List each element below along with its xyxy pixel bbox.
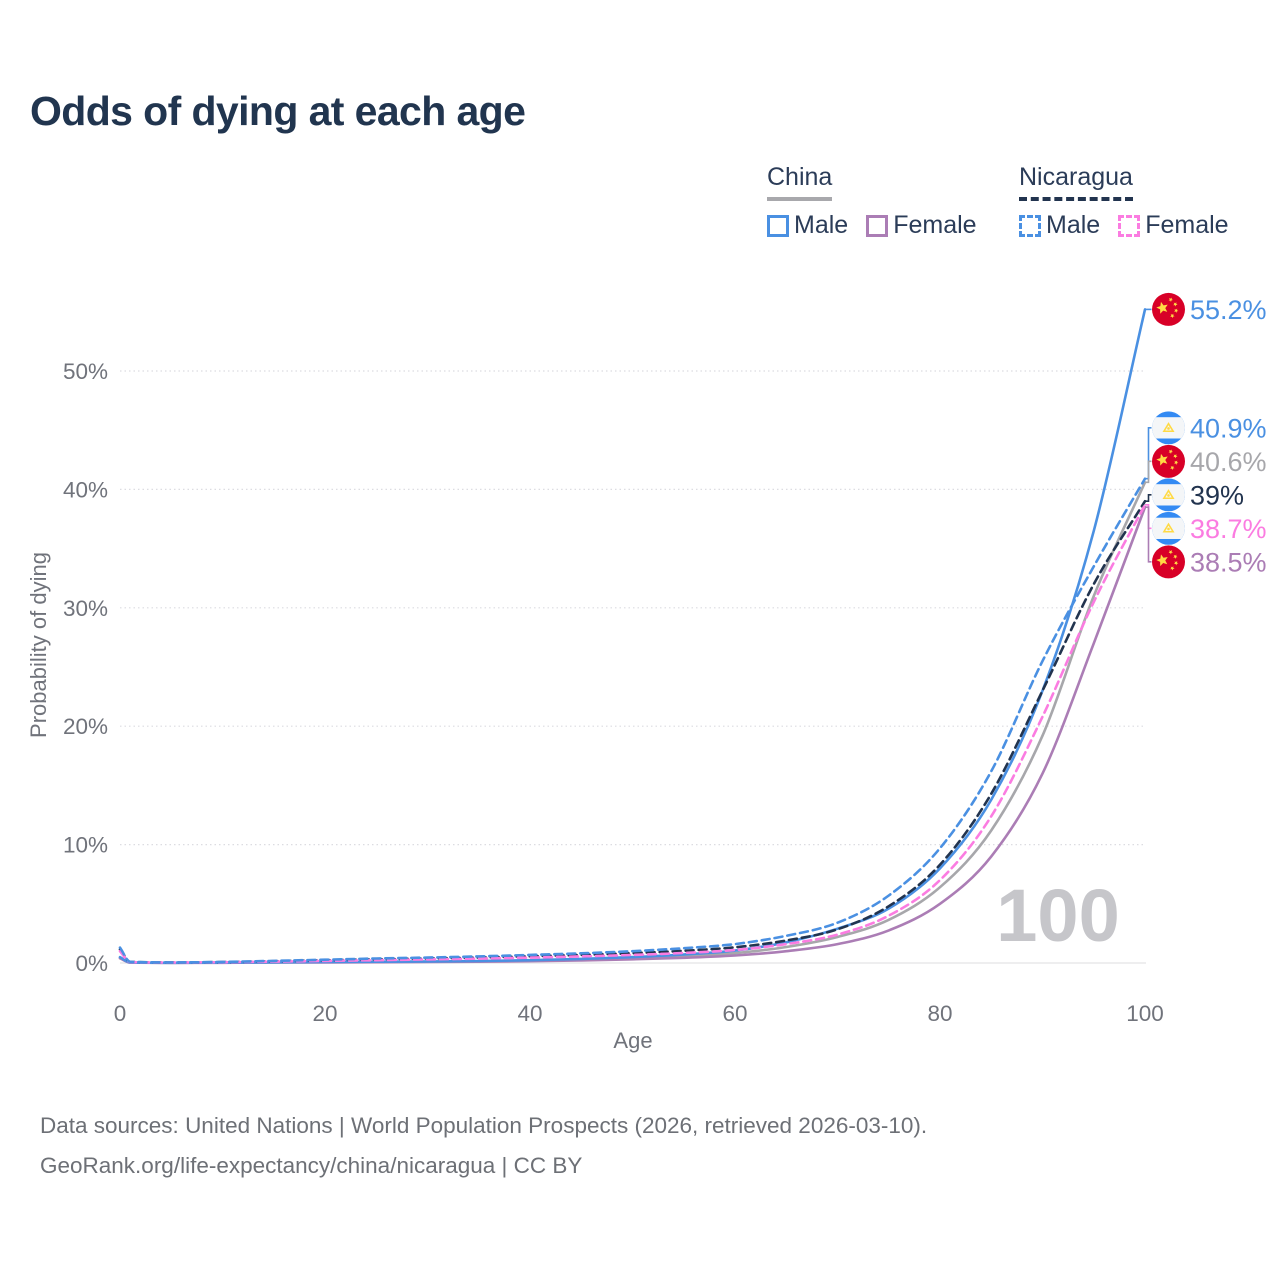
x-tick-label: 0 <box>114 1001 127 1026</box>
legend-items-nicaragua: Male Female <box>1019 211 1229 240</box>
footer-attribution: GeoRank.org/life-expectancy/china/nicara… <box>40 1153 583 1178</box>
footer-data-sources: Data sources: United Nations | World Pop… <box>40 1113 928 1138</box>
x-tick-label: 100 <box>1126 1001 1164 1026</box>
legend-label-nicaragua-male: Male <box>1046 211 1101 239</box>
legend-group-nicaragua: Nicaragua Male Female <box>1019 163 1229 240</box>
legend-label-china-female: Female <box>893 211 977 239</box>
age-watermark: 100 <box>996 874 1119 957</box>
x-tick-label: 20 <box>312 1001 337 1026</box>
nicaragua-flag-icon <box>1152 411 1185 445</box>
end-label-value-nicaragua-male: 40.9% <box>1190 413 1267 443</box>
legend-country-china: China <box>767 163 833 201</box>
legend-item-china-male[interactable]: Male <box>767 211 848 240</box>
y-tick-label: 40% <box>63 477 108 502</box>
china-male-swatch-icon <box>767 214 789 237</box>
china-flag-icon <box>1152 292 1185 326</box>
series-line-china-male[interactable] <box>118 308 1147 965</box>
series-line-china-total[interactable] <box>118 481 1147 965</box>
end-label-connector <box>1145 506 1152 563</box>
x-axis-title: Age <box>613 1028 652 1053</box>
series-line-china-female[interactable] <box>118 505 1147 965</box>
end-label-connector <box>1145 460 1152 484</box>
legend-item-nicaragua-male[interactable]: Male <box>1019 211 1100 240</box>
y-tick-label: 30% <box>63 596 108 621</box>
china-flag-icon <box>1152 444 1185 478</box>
end-label-value-china-male: 55.2% <box>1190 295 1267 325</box>
legend-label-nicaragua-female: Female <box>1145 211 1229 239</box>
series-layer <box>118 308 1147 965</box>
nicaragua-female-swatch-icon <box>1118 214 1141 237</box>
legend-item-china-female[interactable]: Female <box>866 211 977 240</box>
nicaragua-flag-icon <box>1152 478 1185 512</box>
axis-layer: Probability of dying Age <box>26 552 653 1053</box>
footer: Data sources: United Nations | World Pop… <box>40 1106 927 1186</box>
series-line-nicaragua-female[interactable] <box>118 503 1147 964</box>
y-tick-label: 0% <box>75 951 108 976</box>
nicaragua-male-swatch-icon <box>1019 214 1041 237</box>
legend-country-nicaragua: Nicaragua <box>1019 163 1133 201</box>
x-tick-label: 40 <box>517 1001 542 1026</box>
legend-group-china: China Male Female <box>767 163 977 240</box>
series-line-nicaragua-total[interactable] <box>118 499 1147 964</box>
y-tick-label: 50% <box>63 359 108 384</box>
grid-layer: 0% 10% 20% 30% 40% 50% 0 20 40 60 80 100 <box>63 359 1164 1026</box>
end-label-value-china-total: 40.6% <box>1190 447 1267 477</box>
y-axis-title: Probability of dying <box>26 552 51 738</box>
y-tick-label: 10% <box>63 833 108 858</box>
y-tick-label: 20% <box>63 714 108 739</box>
legend-items-china: Male Female <box>767 211 977 240</box>
end-label-connector <box>1145 494 1152 502</box>
china-flag-icon <box>1152 545 1185 579</box>
end-label-value-nicaragua-female: 38.7% <box>1190 514 1267 544</box>
series-line-nicaragua-male[interactable] <box>118 477 1147 964</box>
china-female-swatch-icon <box>866 214 889 237</box>
page-title: Odds of dying at each age <box>30 88 526 134</box>
end-label-value-nicaragua-total: 39% <box>1190 480 1244 510</box>
x-tick-label: 60 <box>722 1001 747 1026</box>
end-label-connector <box>1145 427 1152 480</box>
x-tick-label: 80 <box>927 1001 952 1026</box>
nicaragua-flag-icon <box>1152 511 1185 545</box>
end-label-layer: 55.2% 40.9% 40.6%39% 38.7%38.5% <box>1145 292 1267 579</box>
legend-label-china-male: Male <box>794 211 849 239</box>
end-label-value-china-female: 38.5% <box>1190 547 1267 577</box>
legend-item-nicaragua-female[interactable]: Female <box>1118 211 1229 240</box>
